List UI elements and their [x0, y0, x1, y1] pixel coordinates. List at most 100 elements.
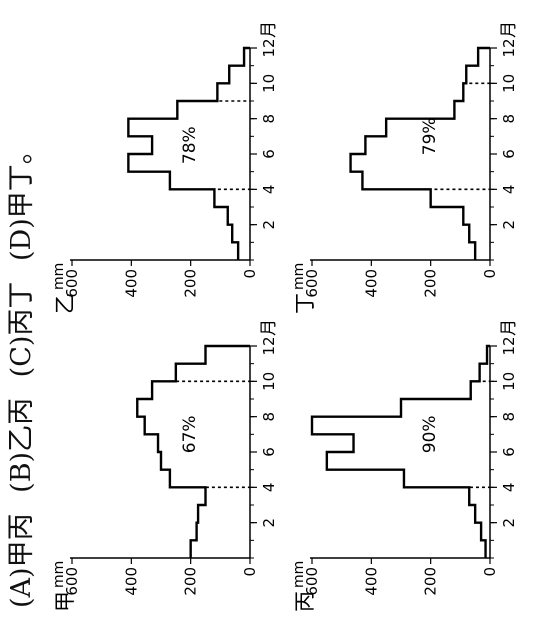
histogram-outline	[136, 344, 250, 558]
percentage-label: 90%	[420, 415, 440, 453]
month-bar	[463, 207, 490, 225]
histogram: 0 200 400 600 2 4 6 8 10 12月 79%	[303, 21, 519, 298]
month-bar	[401, 399, 490, 417]
y-tick-label: 400	[122, 269, 140, 298]
y-tick-label: 400	[122, 567, 140, 596]
y-tick-label: 200	[182, 567, 200, 596]
month-bar	[327, 452, 490, 470]
x-tick-label: 4	[500, 483, 518, 493]
x-tick-label: 4	[260, 483, 278, 493]
choice-c: (C)丙丁	[6, 281, 37, 378]
month-bar	[244, 48, 250, 66]
month-bar	[480, 364, 490, 382]
month-bar	[217, 83, 250, 101]
month-bar	[161, 452, 250, 470]
x-tick-label: 2	[260, 518, 278, 528]
month-bar	[362, 172, 490, 190]
percentage-label: 78%	[180, 126, 200, 164]
month-bar	[137, 399, 250, 417]
y-tick-label: 200	[422, 567, 440, 596]
histogram-outline	[127, 46, 250, 260]
chart-panel-jia: 甲 mm 0 200 400 600 2 4 6 8 10 12 月 67%	[44, 312, 284, 612]
x-tick-label: 6	[260, 149, 278, 159]
month-bar	[471, 381, 490, 399]
x-tick-label: 2	[500, 220, 518, 230]
y-tick-label: 600	[303, 567, 321, 596]
y-tick-label: 0	[481, 269, 499, 279]
y-tick-label: 600	[303, 269, 321, 298]
month-bar	[206, 346, 251, 364]
x-tick-label: 4	[260, 185, 278, 195]
histogram: 0 200 400 600 2 4 6 8 10 12月 78%	[63, 21, 279, 298]
choice-a: (A)甲丙	[6, 513, 37, 608]
month-bar	[487, 346, 490, 364]
month-bar	[469, 487, 490, 505]
x-tick-label: 12	[500, 38, 518, 57]
x-tick-label: 6	[500, 149, 518, 159]
histogram: 0 200 400 600 2 4 6 8 10 12月 67%	[63, 319, 279, 596]
month-bar	[475, 242, 490, 260]
x-tick-label: 4	[500, 185, 518, 195]
x-tick-label: 8	[500, 412, 518, 422]
x-tick-label: 12	[260, 336, 278, 355]
x-tick-label: 10	[500, 372, 518, 391]
month-bar	[158, 434, 250, 452]
choice-d: (D)甲丁。	[6, 137, 37, 261]
month-bar	[228, 207, 250, 225]
month-bar	[404, 470, 490, 488]
y-tick-label: 600	[63, 269, 81, 298]
month-bar	[463, 83, 490, 101]
chart-panel-yi: 乙 mm 0 200 400 600 2 4 6 8 10 12 月 78%	[44, 14, 284, 314]
x-unit-label: 月	[499, 21, 519, 38]
y-tick-label: 600	[63, 567, 81, 596]
x-unit-label: 月	[259, 319, 279, 336]
y-tick-label: 400	[362, 567, 380, 596]
month-bar	[170, 470, 250, 488]
x-tick-label: 10	[500, 74, 518, 93]
histogram: 0 200 400 600 2 4 6 8 10 12月 90%	[303, 319, 519, 596]
month-bar	[466, 66, 490, 84]
month-bar	[454, 101, 490, 119]
month-bar	[229, 66, 250, 84]
month-bar	[214, 189, 250, 207]
month-bar	[486, 540, 490, 558]
x-unit-label: 月	[499, 319, 519, 336]
x-tick-label: 8	[260, 412, 278, 422]
month-bar	[238, 242, 250, 260]
y-tick-label: 0	[241, 269, 259, 279]
month-bar	[170, 172, 250, 190]
x-tick-label: 10	[260, 74, 278, 93]
month-bar	[481, 523, 490, 541]
y-tick-label: 200	[182, 269, 200, 298]
x-tick-label: 12	[260, 38, 278, 57]
y-tick-label: 400	[362, 269, 380, 298]
month-bar	[206, 487, 251, 505]
choice-b: (B)乙丙	[6, 397, 37, 493]
x-tick-label: 6	[500, 447, 518, 457]
x-tick-label: 8	[260, 114, 278, 124]
month-bar	[469, 225, 490, 243]
answer-choices: (A)甲丙 (B)乙丙 (C)丙丁 (D)甲丁。	[0, 125, 44, 608]
chart-panel-ding: 丁 mm 0 200 400 600 2 4 6 8 10 12 月 79%	[284, 14, 524, 314]
month-bar	[232, 225, 250, 243]
month-bar	[191, 540, 250, 558]
chart-panel-bing: 丙 mm 0 200 400 600 2 4 6 8 10 12 月 90%	[284, 312, 524, 612]
percentage-label: 67%	[180, 415, 200, 453]
x-unit-label: 月	[259, 21, 279, 38]
month-bar	[152, 381, 250, 399]
x-tick-label: 2	[260, 220, 278, 230]
month-bar	[312, 417, 490, 435]
month-bar	[197, 523, 250, 541]
month-bar	[176, 364, 250, 382]
percentage-label: 79%	[420, 117, 440, 155]
x-tick-label: 10	[260, 372, 278, 391]
month-bar	[152, 136, 250, 154]
month-bar	[478, 48, 490, 66]
y-tick-label: 200	[422, 269, 440, 298]
month-bar	[475, 505, 490, 523]
x-tick-label: 2	[500, 518, 518, 528]
x-tick-label: 6	[260, 447, 278, 457]
y-tick-label: 0	[241, 567, 259, 577]
